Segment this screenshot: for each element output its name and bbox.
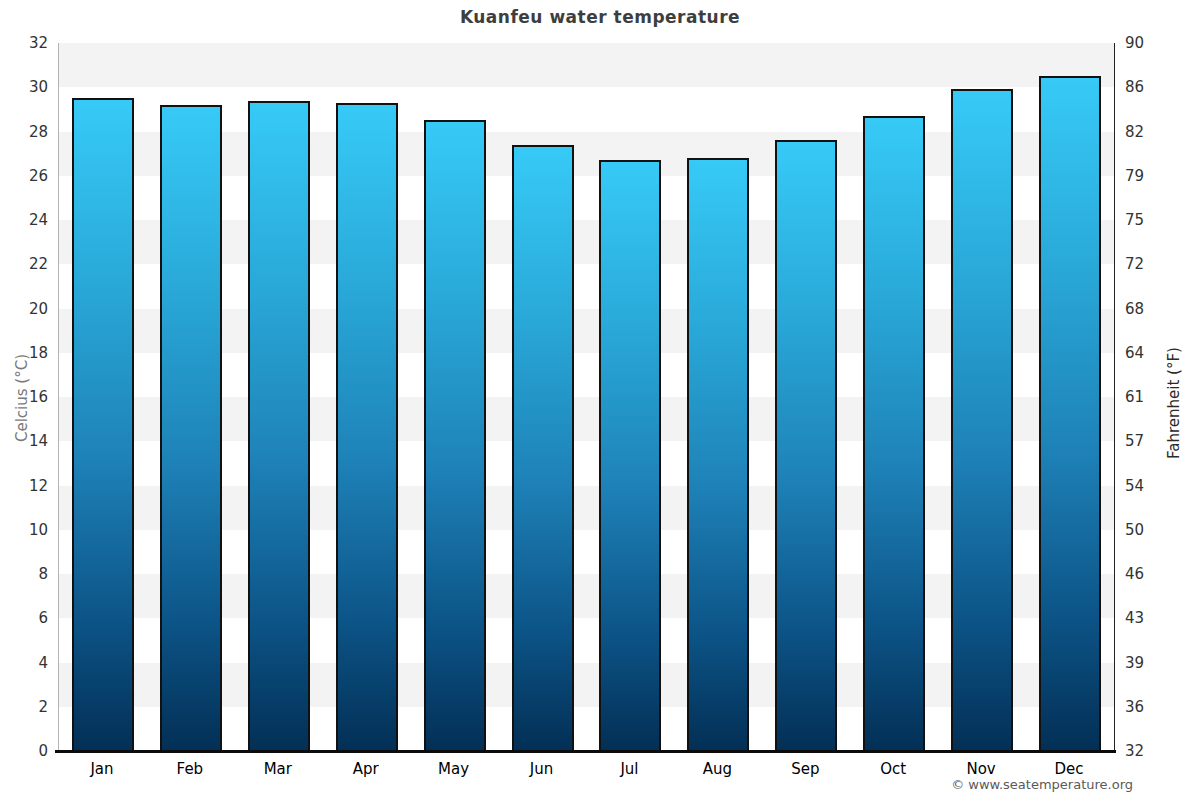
month-label-nov: Nov — [937, 760, 1025, 778]
fahrenheit-tick-46: 46 — [1125, 565, 1144, 583]
bar-mar — [248, 101, 310, 751]
bar-jul — [599, 160, 661, 751]
x-axis-line — [55, 750, 1116, 753]
fahrenheit-tick-39: 39 — [1125, 654, 1144, 672]
celsius-axis-title: Celcius (°C) — [13, 44, 31, 752]
month-label-aug: Aug — [673, 760, 761, 778]
fahrenheit-tick-79: 79 — [1125, 167, 1144, 185]
fahrenheit-tick-82: 82 — [1125, 123, 1144, 141]
bar-dec — [1039, 76, 1101, 751]
month-label-jun: Jun — [498, 760, 586, 778]
fahrenheit-axis-title: Fahrenheit (°F) — [1165, 49, 1183, 757]
bar-nov — [951, 89, 1013, 751]
fahrenheit-tick-86: 86 — [1125, 78, 1144, 96]
fahrenheit-tick-36: 36 — [1125, 698, 1144, 716]
month-label-mar: Mar — [234, 760, 322, 778]
fahrenheit-tick-75: 75 — [1125, 211, 1144, 229]
chart-canvas: Kuanfeu water temperature 32302826242220… — [0, 0, 1200, 800]
month-label-may: May — [410, 760, 498, 778]
fahrenheit-tick-68: 68 — [1125, 300, 1144, 318]
month-label-jul: Jul — [586, 760, 674, 778]
month-label-feb: Feb — [146, 760, 234, 778]
month-label-jan: Jan — [58, 760, 146, 778]
month-label-sep: Sep — [761, 760, 849, 778]
month-label-dec: Dec — [1025, 760, 1113, 778]
bar-jun — [512, 145, 574, 751]
fahrenheit-tick-61: 61 — [1125, 388, 1144, 406]
plot-band — [59, 43, 1114, 87]
plot-area — [58, 43, 1115, 751]
month-label-apr: Apr — [322, 760, 410, 778]
fahrenheit-tick-43: 43 — [1125, 609, 1144, 627]
fahrenheit-tick-50: 50 — [1125, 521, 1144, 539]
fahrenheit-tick-90: 90 — [1125, 34, 1144, 52]
bar-sep — [775, 140, 837, 751]
fahrenheit-tick-57: 57 — [1125, 432, 1144, 450]
copyright-credit: © www.seatemperature.org — [0, 777, 1133, 792]
bar-aug — [687, 158, 749, 751]
bar-apr — [336, 103, 398, 751]
bar-oct — [863, 116, 925, 751]
fahrenheit-tick-32: 32 — [1125, 742, 1144, 760]
month-label-oct: Oct — [849, 760, 937, 778]
fahrenheit-tick-72: 72 — [1125, 255, 1144, 273]
bar-jan — [72, 98, 134, 751]
bar-may — [424, 120, 486, 751]
chart-title: Kuanfeu water temperature — [0, 7, 1200, 27]
bar-feb — [160, 105, 222, 751]
fahrenheit-tick-54: 54 — [1125, 477, 1144, 495]
fahrenheit-tick-64: 64 — [1125, 344, 1144, 362]
